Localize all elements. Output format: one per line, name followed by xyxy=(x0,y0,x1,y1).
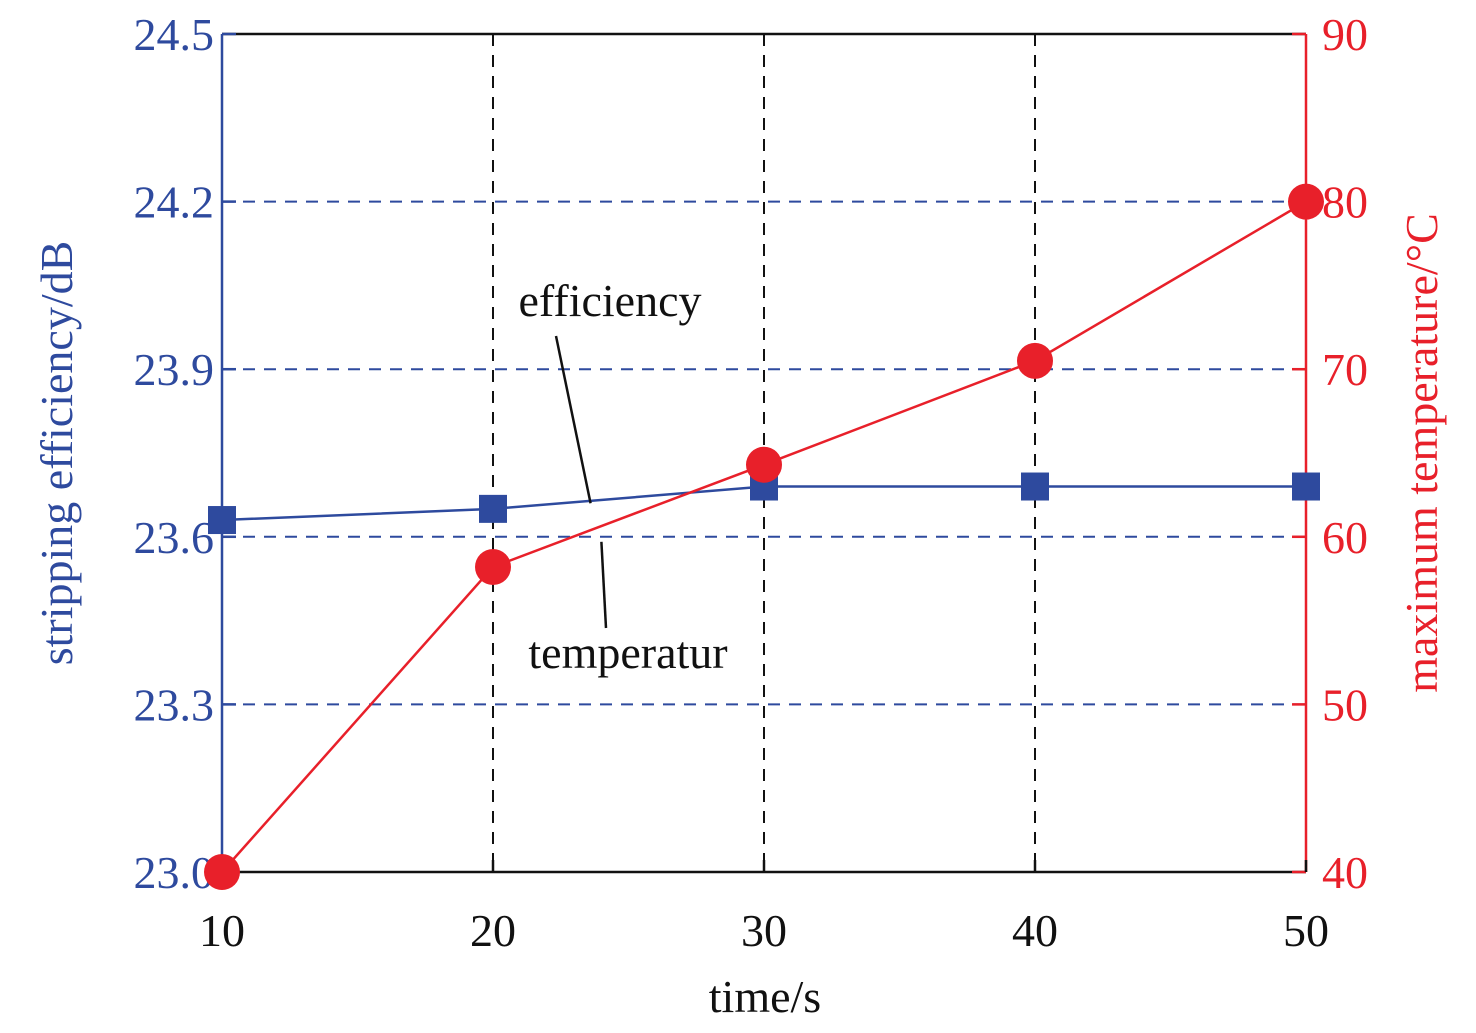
x-tick-label: 20 xyxy=(470,905,516,956)
annotation-layer: efficiency temperatur xyxy=(518,275,727,678)
right-axis-label: maximum temperature/°C xyxy=(1396,213,1447,693)
efficiency-leader-line xyxy=(554,335,592,504)
left-tick-label: 23.0 xyxy=(134,847,215,898)
x-tick-label: 40 xyxy=(1012,905,1058,956)
x-axis-label: time/s xyxy=(709,971,821,1022)
x-tick-label: 50 xyxy=(1283,905,1329,956)
x-tick-label: 10 xyxy=(199,905,245,956)
right-tick-label: 90 xyxy=(1322,9,1368,60)
right-tick-label: 40 xyxy=(1322,847,1368,898)
temperatur-point xyxy=(746,446,782,483)
right-tick-label: 80 xyxy=(1322,177,1368,228)
left-tick-label: 23.3 xyxy=(134,679,215,730)
x-axis-ticks: 10 20 30 40 50 xyxy=(199,860,1329,956)
efficiency-point xyxy=(208,506,236,535)
left-tick-label: 24.2 xyxy=(134,177,215,228)
series-layer xyxy=(204,183,1324,890)
left-axis-label: stripping efficiency/dB xyxy=(31,241,82,666)
right-tick-label: 50 xyxy=(1322,679,1368,730)
temperatur-point xyxy=(204,854,240,890)
left-tick-label: 23.6 xyxy=(134,512,215,563)
x-tick-label: 30 xyxy=(741,905,787,956)
efficiency-annotation-label: efficiency xyxy=(518,275,701,326)
temperatur-annotation-label: temperatur xyxy=(528,627,727,678)
efficiency-point xyxy=(1021,472,1049,501)
efficiency-point xyxy=(1292,472,1320,501)
left-tick-label: 23.9 xyxy=(134,344,215,395)
efficiency-point xyxy=(479,494,507,523)
right-tick-label: 60 xyxy=(1322,512,1368,563)
temperatur-point xyxy=(1017,342,1053,379)
temperatur-point xyxy=(475,548,511,585)
right-tick-label: 70 xyxy=(1322,344,1368,395)
left-tick-label: 24.5 xyxy=(134,9,215,60)
temperatur-point xyxy=(1288,183,1324,220)
left-axis-ticks: 23.0 23.3 23.6 23.9 24.2 24.5 xyxy=(134,9,236,898)
grid-lines xyxy=(222,34,1306,872)
right-axis-ticks: 40 50 60 70 80 90 xyxy=(1292,9,1368,898)
temperatur-leader-line xyxy=(600,541,608,629)
